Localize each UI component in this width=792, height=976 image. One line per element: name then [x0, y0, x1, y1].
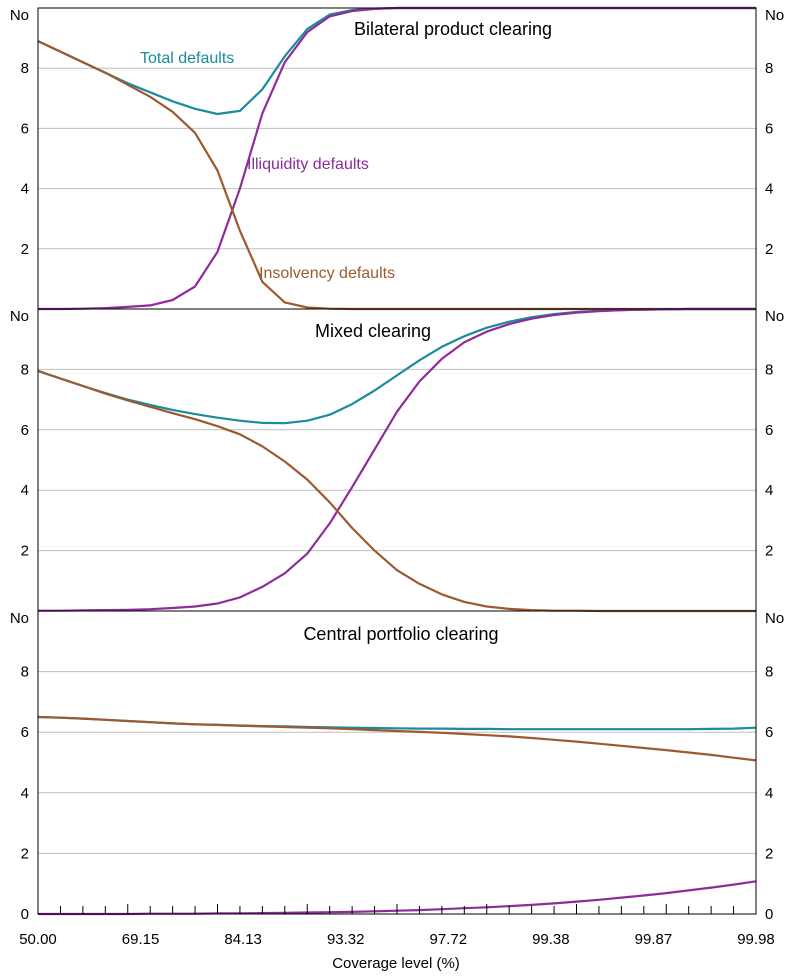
series-label-total: Total defaults — [140, 50, 234, 67]
y-tick-label-left: 2 — [21, 543, 29, 560]
x-tick-label: 99.87 — [635, 931, 673, 948]
y-tick-label-left: 2 — [21, 845, 29, 862]
y-tick-label-right: 8 — [765, 664, 773, 681]
y-tick-label-right: 6 — [765, 120, 773, 137]
series-label-illiquidity: Illiquidity defaults — [247, 156, 369, 173]
y-tick-label-left: 6 — [21, 724, 29, 741]
panel-title: Central portfolio clearing — [303, 624, 498, 644]
y-tick-label-right: 4 — [765, 181, 773, 198]
series-label-insolvency: Insolvency defaults — [259, 265, 395, 282]
y-unit-label-right: No — [765, 610, 784, 627]
y-unit-label-left: No — [10, 7, 29, 24]
y-unit-label-right: No — [765, 7, 784, 24]
y-unit-label-left: No — [10, 610, 29, 627]
y-tick-label-right: 8 — [765, 60, 773, 77]
y-tick-label-left: 8 — [21, 361, 29, 378]
x-tick-label: 84.13 — [224, 931, 262, 948]
y-tick-label-left: 8 — [21, 60, 29, 77]
y-tick-label-right: 6 — [765, 724, 773, 741]
y-tick-label-right: 8 — [765, 361, 773, 378]
panel-title: Bilateral product clearing — [354, 19, 552, 39]
x-tick-label: 50.00 — [19, 931, 57, 948]
x-tick-label: 69.15 — [122, 931, 160, 948]
x-tick-label: 97.72 — [430, 931, 468, 948]
y-tick-label-right: 0 — [765, 906, 773, 923]
y-tick-label-left: 2 — [21, 241, 29, 258]
y-unit-label-right: No — [765, 308, 784, 325]
y-tick-label-left: 6 — [21, 120, 29, 137]
y-tick-label-right: 4 — [765, 482, 773, 499]
x-tick-label: 99.98 — [737, 931, 775, 948]
panel-border — [37, 610, 757, 915]
y-tick-label-right: 2 — [765, 543, 773, 560]
x-axis-title: Coverage level (%) — [332, 955, 460, 972]
plot-frame — [37, 7, 757, 915]
series-line-insolvency — [37, 369, 756, 613]
y-tick-label-left: 4 — [21, 785, 29, 802]
series-line-insolvency — [37, 715, 757, 762]
y-unit-label-left: No — [10, 308, 29, 325]
panel-title: Mixed clearing — [315, 321, 431, 341]
series-line-total — [37, 715, 757, 731]
series-line-illiquidity — [38, 307, 756, 612]
chart-text: 2 2 4 4 6 6 8 8 No No Bilateral product clearing To… — [10, 7, 784, 948]
series-line-insolvency — [37, 40, 756, 311]
y-tick-label-left: 8 — [21, 664, 29, 681]
gridlines — [38, 67, 756, 854]
x-ticks — [37, 904, 757, 914]
series-lines — [37, 6, 757, 916]
y-tick-label-right: 4 — [765, 785, 773, 802]
y-tick-label-left: 4 — [21, 181, 29, 198]
x-tick-label: 99.38 — [532, 931, 570, 948]
x-tick-label: 93.32 — [327, 931, 365, 948]
y-tick-label-left: 4 — [21, 482, 29, 499]
y-tick-label-right: 2 — [765, 845, 773, 862]
y-tick-label-right: 2 — [765, 241, 773, 258]
y-tick-label-right: 6 — [765, 422, 773, 439]
y-tick-label-left: 0 — [21, 906, 29, 923]
y-tick-label-left: 6 — [21, 422, 29, 439]
panel-border — [37, 308, 757, 612]
